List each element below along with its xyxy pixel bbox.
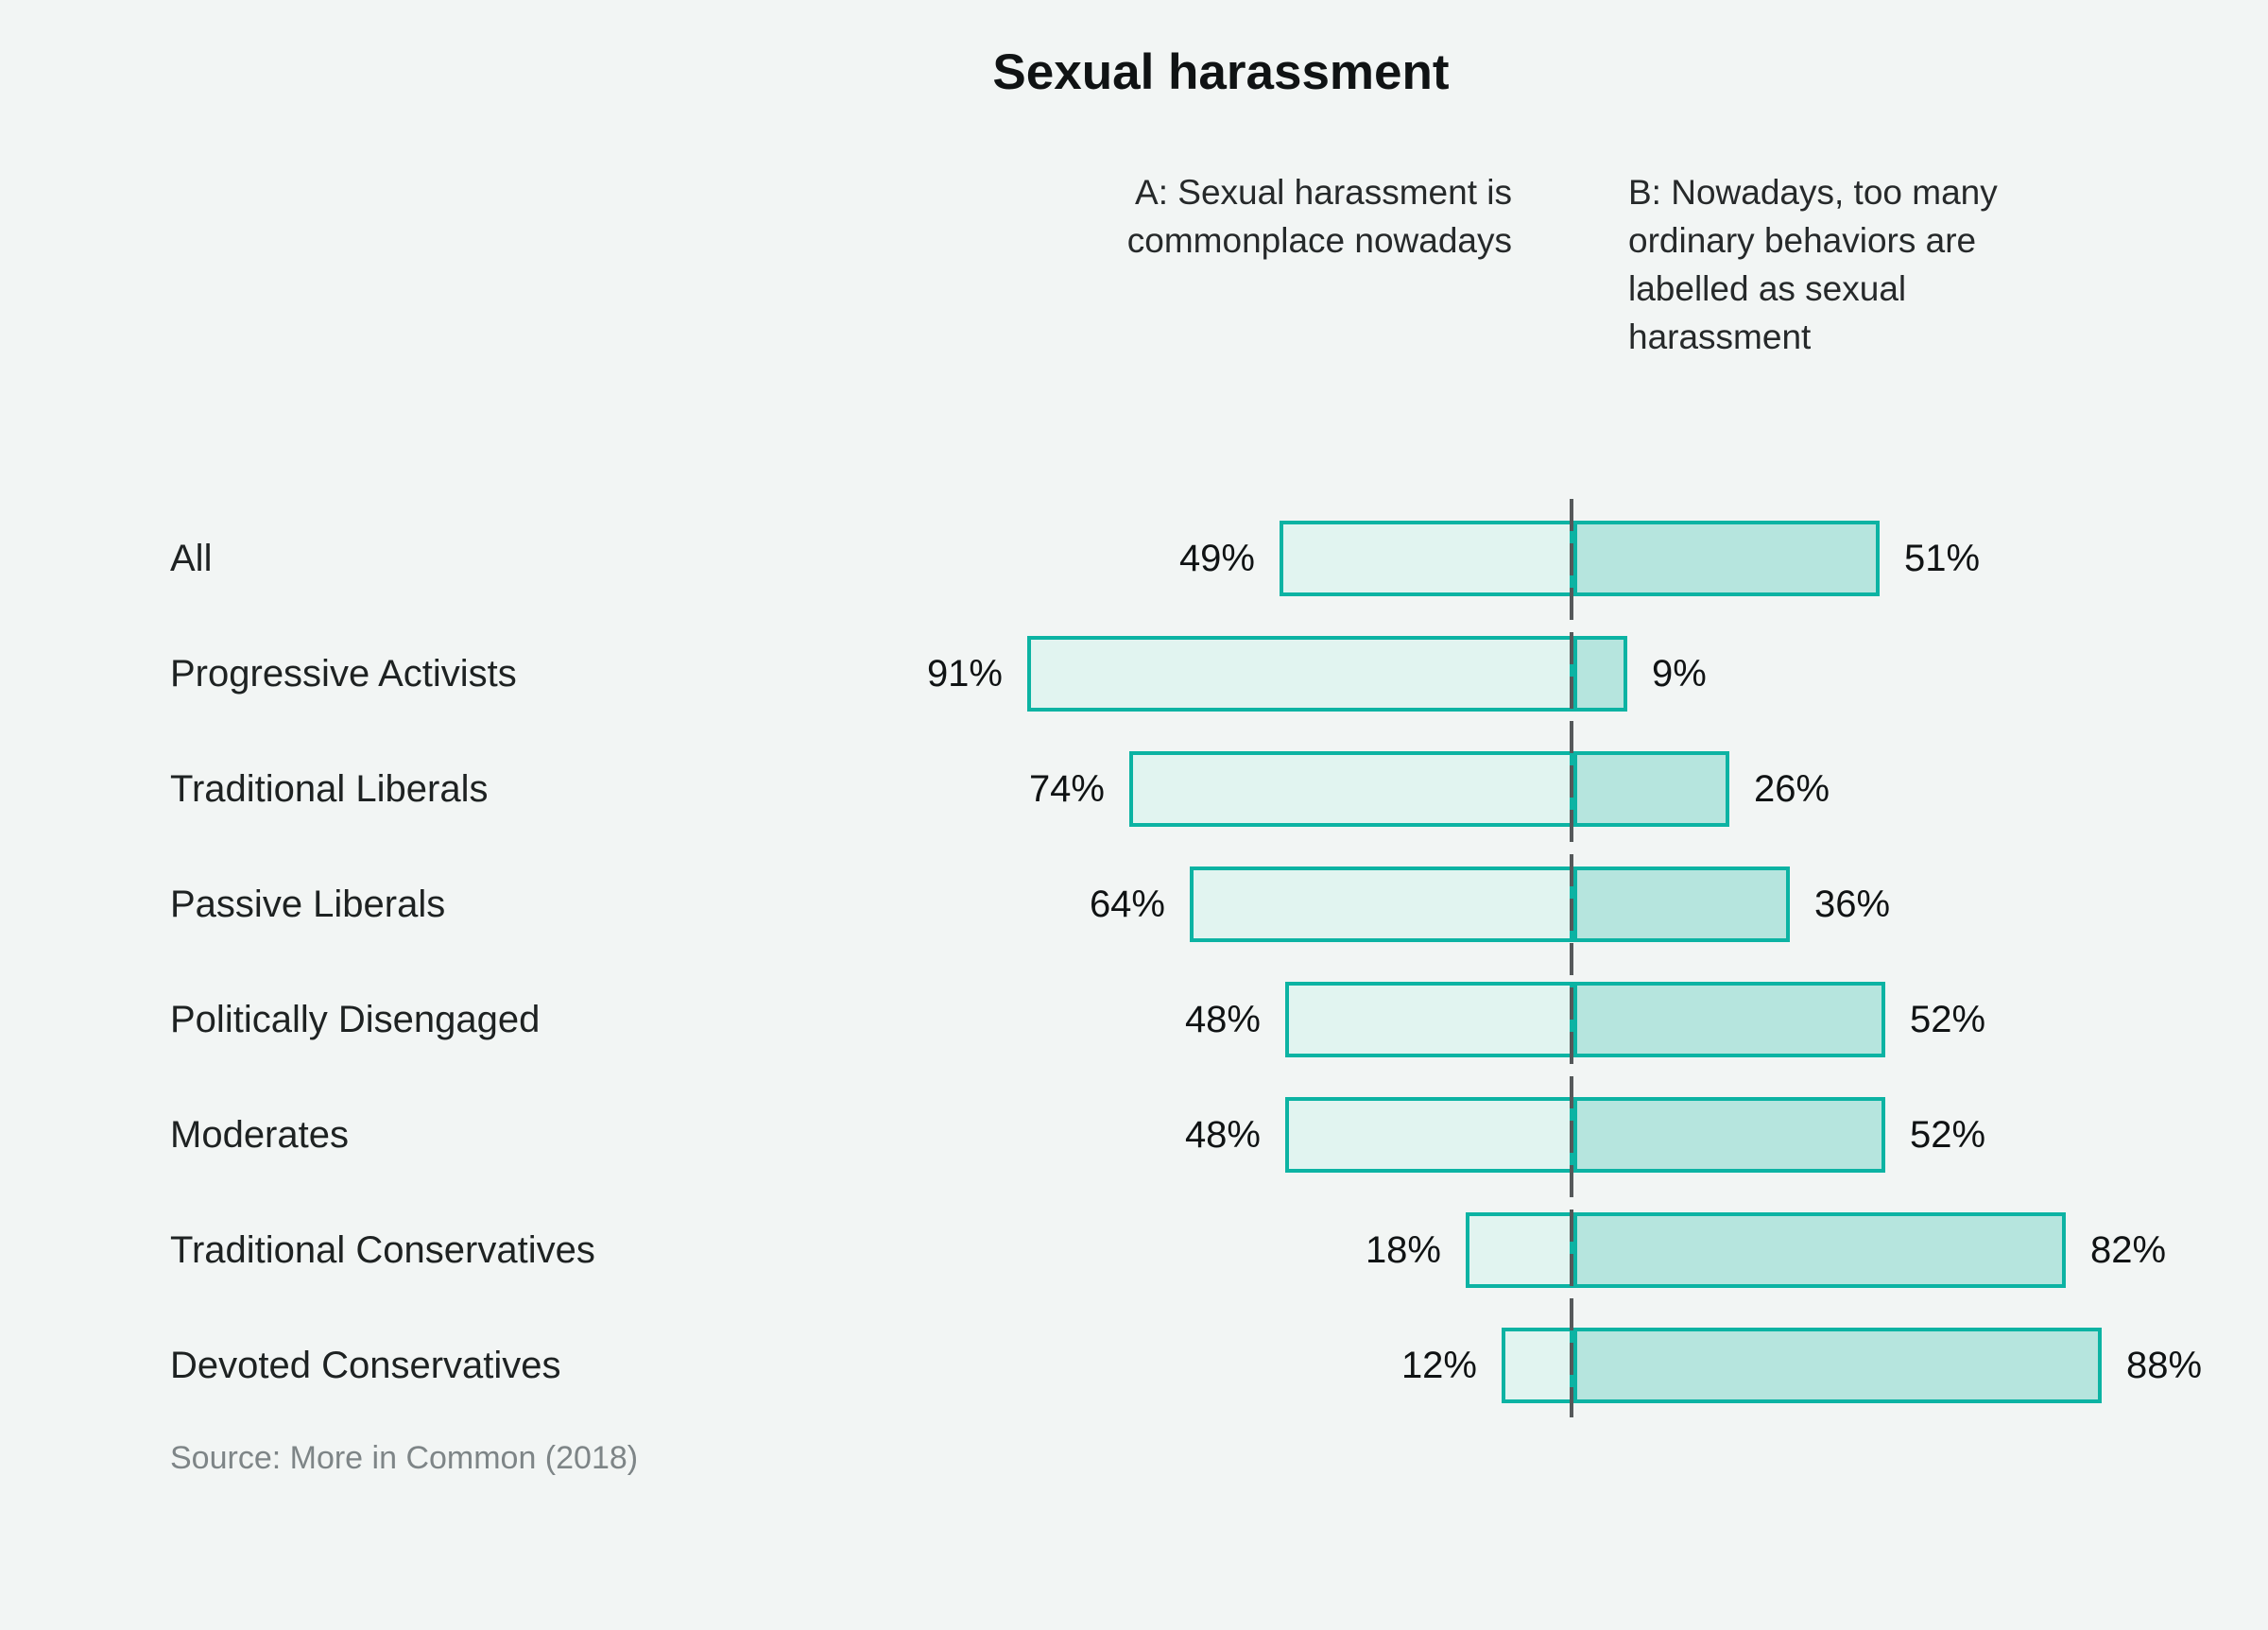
value-label-a: 64%	[1089, 884, 1165, 925]
chart-row: Progressive Activists 91% 9%	[0, 636, 2268, 712]
value-label-b: 82%	[2090, 1229, 2167, 1271]
value-label-a: 48%	[1184, 1114, 1261, 1156]
value-label-b: 52%	[1910, 999, 1986, 1040]
chart-row: Traditional Liberals 74% 26%	[0, 751, 2268, 827]
value-label-a: 12%	[1400, 1345, 1477, 1386]
bar-statement-b	[1573, 982, 1885, 1057]
bar-statement-b	[1573, 751, 1729, 827]
bar-statement-a	[1129, 751, 1573, 827]
value-label-a: 49%	[1178, 538, 1255, 579]
chart-row: Politically Disengaged 48% 52%	[0, 982, 2268, 1057]
bar-statement-b	[1573, 1328, 2102, 1403]
category-label: Moderates	[170, 1114, 349, 1156]
category-label: Devoted Conservatives	[170, 1345, 561, 1386]
value-label-a: 74%	[1028, 768, 1105, 810]
bar-statement-a	[1285, 982, 1573, 1057]
bar-statement-b	[1573, 1212, 2066, 1288]
bar-statement-b	[1573, 521, 1880, 596]
bar-statement-b	[1573, 636, 1627, 712]
category-label: Traditional Conservatives	[170, 1229, 595, 1271]
value-label-b: 36%	[1814, 884, 1891, 925]
statement-a-header: A: Sexual harassment is commonplace nowa…	[1126, 173, 1512, 260]
bar-statement-a	[1285, 1097, 1573, 1173]
chart-row: Devoted Conservatives 12% 88%	[0, 1328, 2268, 1403]
bar-statement-b	[1573, 1097, 1885, 1173]
category-label: Traditional Liberals	[170, 768, 489, 810]
value-label-a: 18%	[1365, 1229, 1441, 1271]
statement-b-header: B: Nowadays, too many ordinary behaviors…	[1628, 173, 1998, 356]
bar-statement-a	[1190, 866, 1573, 942]
bar-statement-a	[1466, 1212, 1573, 1288]
category-label: Passive Liberals	[170, 884, 446, 925]
value-label-b: 52%	[1910, 1114, 1986, 1156]
bar-statement-a	[1027, 636, 1573, 712]
value-label-a: 48%	[1184, 999, 1261, 1040]
value-label-b: 26%	[1754, 768, 1830, 810]
chart-row: Traditional Conservatives 18% 82%	[0, 1212, 2268, 1288]
chart-row: Passive Liberals 64% 36%	[0, 866, 2268, 942]
chart-row: Moderates 48% 52%	[0, 1097, 2268, 1173]
source-note: Source: More in Common (2018)	[170, 1440, 639, 1476]
chart-title: Sexual harassment	[992, 44, 1450, 100]
bar-statement-a	[1280, 521, 1573, 596]
value-label-b: 51%	[1904, 538, 1981, 579]
center-divider-line	[1570, 499, 1573, 1417]
category-label: Progressive Activists	[170, 653, 517, 695]
bar-statement-a	[1502, 1328, 1573, 1403]
value-label-b: 9%	[1652, 653, 1707, 695]
category-label: Politically Disengaged	[170, 999, 541, 1040]
category-label: All	[170, 538, 213, 579]
bar-statement-b	[1573, 866, 1790, 942]
value-label-a: 91%	[926, 653, 1003, 695]
value-label-b: 88%	[2126, 1345, 2203, 1386]
chart-row: All 49% 51%	[0, 521, 2268, 596]
